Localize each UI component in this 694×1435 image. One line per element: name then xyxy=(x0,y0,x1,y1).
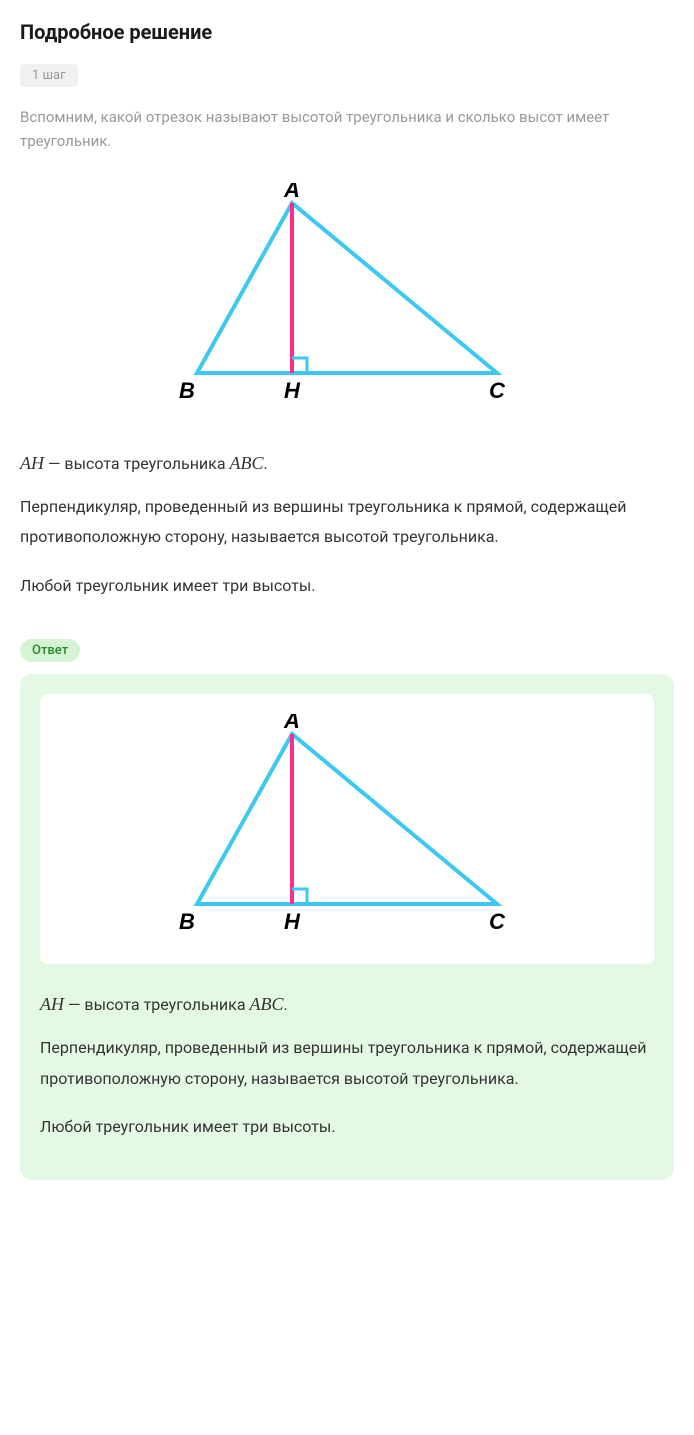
triangle xyxy=(197,734,497,904)
label-c: C xyxy=(489,378,506,403)
label-c: C xyxy=(489,909,506,934)
answer-definition-text: Перпендикуляр, проведенный из вершины тр… xyxy=(40,1033,654,1094)
definition-text: Перпендикуляр, проведенный из вершины тр… xyxy=(20,492,674,553)
label-b: B xyxy=(179,378,195,403)
label-h: H xyxy=(284,378,301,403)
page-title: Подробное решение xyxy=(20,20,674,44)
altitude-statement: AH — высота треугольника ABC. xyxy=(20,453,674,474)
label-h: H xyxy=(284,909,301,934)
answer-count-text: Любой треугольник имеет три высоты. xyxy=(40,1112,654,1142)
label-b: B xyxy=(179,909,195,934)
count-text: Любой треугольник имеет три высоты. xyxy=(20,571,674,601)
triangle xyxy=(197,203,497,373)
answer-altitude-statement: AH — высота треугольника ABC. xyxy=(40,994,654,1015)
intro-text: Вспомним, какой отрезок называют высотой… xyxy=(20,105,674,153)
answer-badge: Ответ xyxy=(20,639,80,662)
right-angle-marker xyxy=(292,358,307,373)
label-a: A xyxy=(283,183,300,202)
triangle-diagram-answer: A B C H xyxy=(40,694,654,964)
label-a: A xyxy=(283,714,300,733)
triangle-diagram-main: A B C H xyxy=(20,183,674,413)
step-badge: 1 шаг xyxy=(20,64,78,87)
answer-box: A B C H AH — высота треугольника ABC. Пе… xyxy=(20,674,674,1180)
right-angle-marker xyxy=(292,889,307,904)
